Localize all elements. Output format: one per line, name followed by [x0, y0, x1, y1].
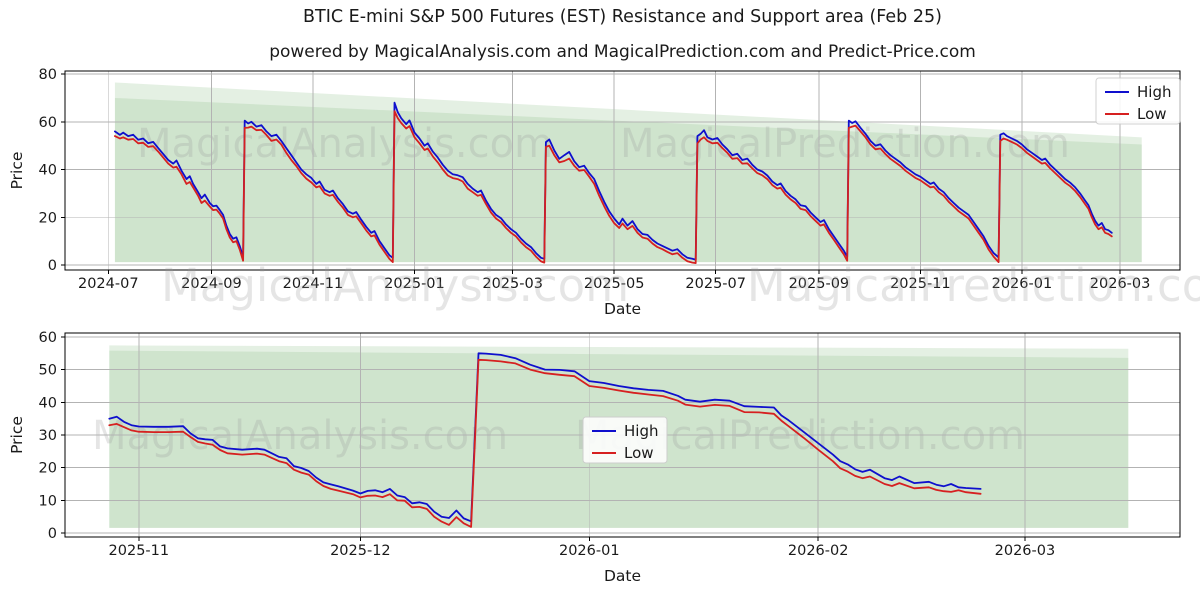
legend-box [1095, 77, 1181, 125]
legend-label-low: Low [1137, 105, 1167, 123]
y-axis-label: Price [8, 152, 26, 190]
x-axis-label: Date [604, 300, 641, 318]
figure-watermark-text: MagicalAnalysis.com [161, 259, 629, 312]
x-tick-label: 2024-09 [181, 276, 242, 292]
y-axis: 0 20 40 60 80 [39, 67, 65, 274]
y-tick-label: 0 [48, 258, 57, 274]
x-tick-label: 2025-11 [890, 276, 951, 292]
legend-label-high: High [1137, 83, 1171, 101]
y-axis-label: Price [8, 416, 26, 454]
chart-subtitle: powered by MagicalAnalysis.com and Magic… [269, 42, 976, 62]
y-tick-label: 60 [39, 115, 57, 131]
bottom-chart: MagicalAnalysis.com MagicalPrediction.com… [8, 330, 1181, 585]
y-tick-label: 40 [39, 395, 57, 411]
y-tick-label: 20 [39, 210, 57, 226]
x-tick-label: 2026-01 [992, 276, 1053, 292]
low-line [114, 110, 1113, 265]
x-axis: 2024-07 2024-09 2024-11 2025-01 2025-03 2025-… [78, 270, 1150, 292]
resistance-band-inner [114, 97, 1142, 263]
x-tick-label: 2026-03 [1090, 276, 1151, 292]
chart-title: BTIC E-mini S&P 500 Futures (EST) Resist… [303, 7, 942, 27]
legend-box [582, 416, 668, 464]
x-axis: 2025-11 2025-12 2026-01 2026-02 2026-03 [109, 537, 1056, 559]
y-tick-label: 30 [39, 428, 57, 444]
y-axis: 0 10 20 30 40 50 60 [39, 330, 65, 542]
plot-frame [64, 70, 1181, 271]
x-tick-label: 2025-11 [109, 543, 170, 559]
x-axis-label: Date [604, 567, 641, 585]
x-tick-label: 2025-03 [482, 276, 543, 292]
y-tick-label: 10 [39, 493, 57, 509]
figure-watermark-text: MagicalPrediction.com [747, 259, 1200, 312]
watermark-text: MagicalAnalysis.com [137, 121, 553, 167]
x-tick-label: 2025-07 [685, 276, 746, 292]
high-line [114, 101, 1113, 261]
legend-label-low: Low [624, 444, 654, 462]
y-tick-label: 0 [48, 526, 57, 542]
x-tick-label: 2025-09 [789, 276, 850, 292]
y-tick-label: 60 [39, 330, 57, 346]
top-chart: MagicalAnalysis.com MagicalPrediction.com… [8, 67, 1181, 318]
x-tick-label: 2026-03 [995, 543, 1056, 559]
x-tick-label: 2026-01 [559, 543, 620, 559]
figure-titles: BTIC E-mini S&P 500 Futures (EST) Resist… [65, 6, 1180, 62]
y-tick-label: 80 [39, 67, 57, 83]
legend: High Low [1095, 77, 1181, 125]
watermark-text: MagicalAnalysis.com [92, 413, 508, 459]
x-tick-label: 2024-11 [283, 276, 344, 292]
y-tick-label: 50 [39, 363, 57, 379]
legend-label-high: High [624, 422, 658, 440]
x-tick-label: 2024-07 [78, 276, 139, 292]
watermark-text: MagicalPrediction.com [620, 121, 1070, 167]
x-tick-label: 2026-02 [788, 543, 849, 559]
y-tick-label: 40 [39, 163, 57, 179]
legend: High Low [582, 416, 668, 464]
x-tick-label: 2025-05 [584, 276, 645, 292]
x-tick-label: 2025-12 [330, 543, 391, 559]
low-line [108, 358, 982, 528]
y-tick-label: 20 [39, 461, 57, 477]
x-tick-label: 2025-01 [384, 276, 445, 292]
